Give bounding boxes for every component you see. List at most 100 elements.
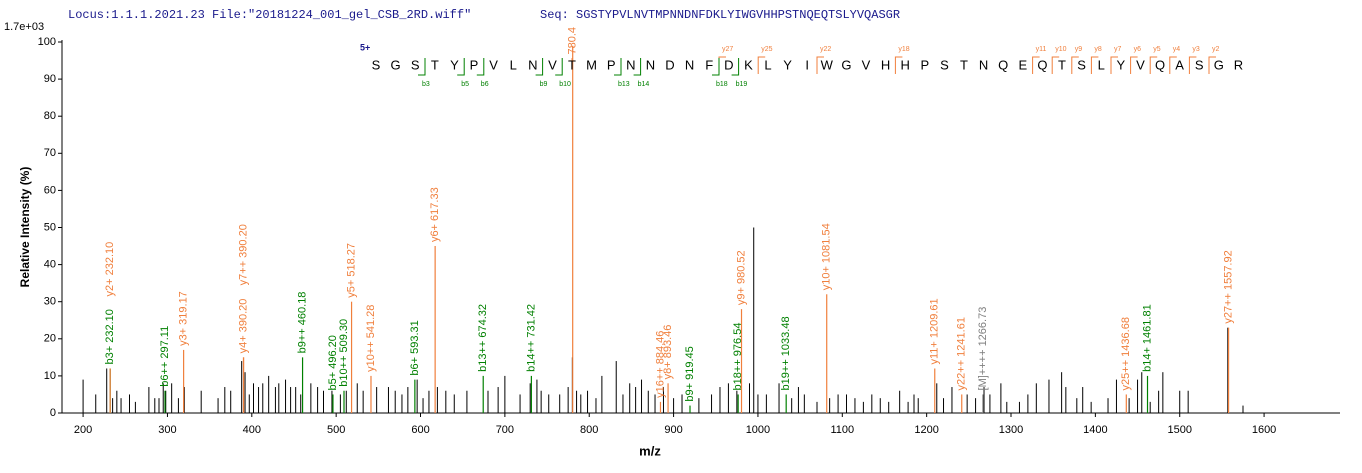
y-ion-bracket — [1032, 56, 1040, 74]
y-ion-bracket — [1149, 56, 1158, 74]
charge-label: 5+ — [360, 42, 370, 52]
y-ion-bracket — [1110, 56, 1118, 74]
peak-label: y11+ 1209.61 — [929, 298, 941, 364]
y-ion-label: y11 — [1036, 46, 1047, 53]
y-ion-bracket — [1090, 56, 1099, 74]
x-tick-label: 1500 — [1167, 424, 1191, 436]
b-ion-bracket — [555, 58, 563, 76]
peak-label: b14++ 731.42 — [525, 304, 537, 372]
residue: Q — [998, 57, 1008, 72]
y-tick-label: 70 — [44, 147, 56, 159]
residue: L — [764, 57, 771, 72]
sequence-text: Seq: SGSTYPVLNVTMPNNDNFDKLYIWGVHHPSTNQEQ… — [540, 8, 900, 22]
residue: G — [841, 57, 851, 72]
b-ion-bracket — [476, 58, 485, 76]
y-tick-label: 50 — [44, 221, 56, 233]
b-ion-label: b5 — [461, 81, 469, 88]
peak-label: y8+ 893.46 — [662, 325, 674, 380]
b-ion-bracket — [633, 58, 642, 76]
residue: S — [372, 57, 381, 72]
residue: H — [901, 57, 910, 72]
x-tick-label: 1100 — [830, 424, 854, 436]
y-tick-label: 100 — [38, 36, 56, 48]
peak-label: b9++ 460.18 — [296, 292, 308, 354]
b-ion-label: b18 — [716, 81, 728, 88]
residue: S — [1195, 57, 1204, 72]
y-axis-label: Relative Intensity (%) — [18, 167, 32, 288]
peak-label: b5+ 496.20 — [327, 335, 339, 390]
x-tick-label: 1400 — [1083, 424, 1107, 436]
residue: V — [548, 57, 557, 72]
y-tick-label: 60 — [44, 184, 56, 196]
residue: Q — [1155, 57, 1165, 72]
residue: K — [744, 57, 753, 72]
y-ion-label: y3 — [1192, 46, 1200, 53]
peak-label: b18++ 976.54 — [732, 323, 744, 391]
y-tick-label: 10 — [44, 370, 56, 382]
y-tick-label: 20 — [44, 333, 56, 345]
peak-label: y27++ 1557.92 — [1222, 250, 1234, 323]
y-ion-label: y18 — [898, 46, 909, 53]
x-tick-label: 500 — [327, 424, 345, 436]
b-ion-label: b6 — [481, 81, 489, 88]
b-ion-label: b14 — [638, 81, 650, 88]
residue: D — [724, 57, 733, 72]
y-ion-bracket — [1071, 56, 1079, 74]
x-tick-label: 200 — [74, 424, 92, 436]
residue: T — [431, 57, 439, 72]
y-tick-label: 90 — [44, 73, 56, 85]
residue: S — [940, 57, 949, 72]
y-ion-label: y6 — [1134, 46, 1142, 53]
y-ion-bracket — [1169, 56, 1177, 74]
peak-label: y25++ 1436.68 — [1120, 317, 1132, 390]
peak-label: y4+ 390.20 — [237, 299, 249, 354]
residue: E — [1018, 57, 1027, 72]
y-ion-label: y2 — [1212, 46, 1220, 53]
b-ion-bracket — [731, 58, 740, 76]
y-ion-bracket — [1051, 56, 1060, 74]
b-ion-label: b19 — [736, 81, 748, 88]
residue: T — [960, 57, 968, 72]
residue: H — [881, 57, 890, 72]
peak-label: y2+ 232.10 — [104, 242, 116, 297]
y-ion-label: y5 — [1153, 46, 1161, 53]
y-tick-label: 30 — [44, 296, 56, 308]
residue: P — [470, 57, 479, 72]
residue: F — [705, 57, 713, 72]
y-ion-label: y22 — [820, 46, 831, 53]
residue: N — [528, 57, 537, 72]
peak-label: b10++ 509.30 — [338, 319, 350, 387]
residue: Y — [450, 57, 459, 72]
y-ion-bracket — [1188, 56, 1197, 74]
peak-label: y5+ 518.27 — [345, 243, 357, 298]
peak-label: y6+ 617.33 — [429, 187, 441, 242]
peak-label: b13++ 674.32 — [477, 304, 489, 372]
x-tick-label: 700 — [496, 424, 514, 436]
residue: S — [1077, 57, 1086, 72]
residue: N — [685, 57, 694, 72]
b-ion-bracket — [712, 58, 720, 76]
residue: V — [1136, 57, 1145, 72]
peak-label: y10++ 541.28 — [365, 305, 377, 372]
residue: P — [607, 57, 616, 72]
y-tick-label: 0 — [50, 407, 56, 419]
residue: L — [1098, 57, 1105, 72]
x-tick-label: 800 — [580, 424, 598, 436]
peak-label: y7++ 390.20 — [237, 224, 249, 285]
b-ion-label: b10 — [559, 81, 571, 88]
b-ion-bracket — [418, 58, 426, 76]
residue: T — [568, 57, 576, 72]
y-ion-label: y10 — [1055, 46, 1066, 53]
x-tick-label: 1600 — [1252, 424, 1276, 436]
residue: P — [920, 57, 929, 72]
peak-label: y22++ 1241.61 — [956, 317, 968, 390]
residue: N — [626, 57, 635, 72]
residue: G — [391, 57, 401, 72]
residue: L — [510, 57, 517, 72]
y-ion-label: y9 — [1075, 46, 1083, 53]
b-ion-label: b13 — [618, 81, 630, 88]
peak-label: b19++ 1033.48 — [780, 316, 792, 390]
x-tick-label: 400 — [243, 424, 261, 436]
y-ion-label: y8 — [1094, 46, 1102, 53]
